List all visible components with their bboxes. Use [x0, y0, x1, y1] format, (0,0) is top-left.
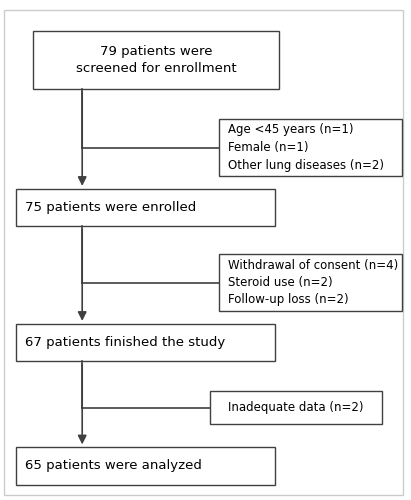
Bar: [16, 188, 275, 226]
Bar: [33, 31, 279, 89]
Text: Age <45 years (n=1)
Female (n=1)
Other lung diseases (n=2): Age <45 years (n=1) Female (n=1) Other l…: [228, 124, 384, 172]
Text: 67 patients finished the study: 67 patients finished the study: [25, 336, 226, 349]
Text: Withdrawal of consent (n=4)
Steroid use (n=2)
Follow-up loss (n=2): Withdrawal of consent (n=4) Steroid use …: [228, 258, 398, 306]
Bar: [219, 254, 402, 311]
Bar: [16, 324, 275, 361]
Text: 65 patients were analyzed: 65 patients were analyzed: [25, 460, 202, 472]
Bar: [219, 118, 402, 176]
Bar: [210, 391, 382, 424]
Text: 79 patients were
screened for enrollment: 79 patients were screened for enrollment: [76, 45, 236, 75]
Text: Inadequate data (n=2): Inadequate data (n=2): [228, 401, 364, 414]
Bar: [16, 447, 275, 485]
Text: 75 patients were enrolled: 75 patients were enrolled: [25, 201, 197, 214]
